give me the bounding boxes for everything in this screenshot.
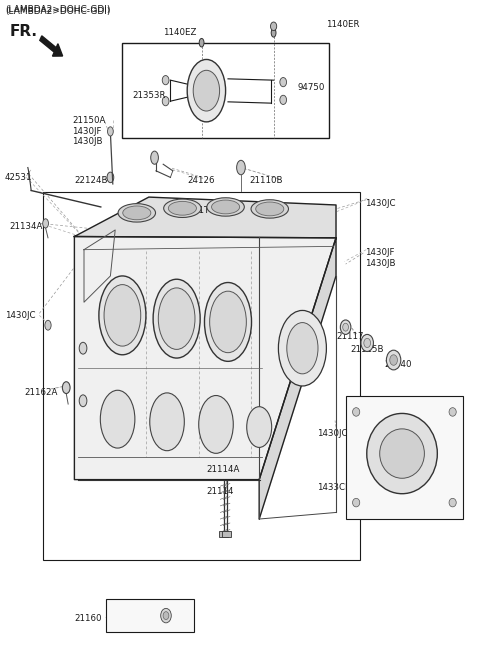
Ellipse shape <box>187 60 226 122</box>
Polygon shape <box>74 197 336 238</box>
Text: 21117: 21117 <box>336 332 363 341</box>
Ellipse shape <box>367 413 437 493</box>
FancyArrow shape <box>40 36 62 56</box>
Text: 21115B: 21115B <box>350 345 384 354</box>
Bar <box>43 192 360 560</box>
Ellipse shape <box>123 206 151 219</box>
Ellipse shape <box>256 202 284 215</box>
Ellipse shape <box>158 288 195 350</box>
Ellipse shape <box>168 201 196 215</box>
Text: 1140EZ: 1140EZ <box>163 28 197 37</box>
Text: 1430JF: 1430JF <box>72 127 101 136</box>
Ellipse shape <box>390 355 397 365</box>
Text: 1430JC: 1430JC <box>365 199 396 208</box>
Text: 94750: 94750 <box>298 83 325 92</box>
Ellipse shape <box>193 70 219 111</box>
Text: 21160: 21160 <box>74 614 102 623</box>
Polygon shape <box>259 238 336 519</box>
Ellipse shape <box>45 320 51 330</box>
Ellipse shape <box>251 200 288 218</box>
Text: 42531: 42531 <box>5 173 32 182</box>
Text: 21443: 21443 <box>418 413 445 422</box>
Ellipse shape <box>153 279 200 358</box>
Ellipse shape <box>161 608 171 623</box>
Ellipse shape <box>352 407 360 417</box>
Ellipse shape <box>212 200 240 214</box>
Ellipse shape <box>108 127 113 136</box>
Ellipse shape <box>207 198 244 216</box>
Ellipse shape <box>204 283 252 361</box>
Polygon shape <box>74 237 336 480</box>
Ellipse shape <box>343 323 348 331</box>
Text: 1433CE: 1433CE <box>317 483 350 492</box>
Text: 21134A: 21134A <box>10 222 43 231</box>
Ellipse shape <box>150 393 184 451</box>
Text: 1430JC: 1430JC <box>317 429 348 438</box>
Text: 21114: 21114 <box>206 487 234 496</box>
Text: (LAMBDA2>DOHC-GDI): (LAMBDA2>DOHC-GDI) <box>5 7 110 16</box>
Ellipse shape <box>99 276 146 355</box>
Text: 21150A: 21150A <box>72 116 106 125</box>
Ellipse shape <box>280 78 287 87</box>
Text: 22124B: 22124B <box>74 175 108 185</box>
Ellipse shape <box>340 320 351 334</box>
Bar <box>106 599 194 632</box>
Ellipse shape <box>210 291 246 353</box>
Text: 24126: 24126 <box>187 175 215 185</box>
Ellipse shape <box>104 284 141 346</box>
Ellipse shape <box>163 612 169 620</box>
Ellipse shape <box>380 429 424 478</box>
Text: 21140: 21140 <box>149 614 176 623</box>
Text: 1571TC: 1571TC <box>182 206 215 215</box>
Text: FR.: FR. <box>10 24 37 39</box>
Ellipse shape <box>162 97 169 106</box>
Ellipse shape <box>364 338 371 348</box>
Text: 21162A: 21162A <box>24 388 58 397</box>
Ellipse shape <box>151 151 158 164</box>
Ellipse shape <box>449 407 456 417</box>
Text: 21353R: 21353R <box>132 91 166 100</box>
Ellipse shape <box>270 22 276 30</box>
Text: 1140ER: 1140ER <box>326 20 360 30</box>
Bar <box>346 396 463 519</box>
Ellipse shape <box>352 499 360 507</box>
Ellipse shape <box>118 204 156 222</box>
Ellipse shape <box>271 29 276 37</box>
Ellipse shape <box>287 323 318 374</box>
Ellipse shape <box>280 95 287 104</box>
Ellipse shape <box>162 76 169 85</box>
Ellipse shape <box>79 395 87 407</box>
Text: 21440: 21440 <box>384 360 411 369</box>
Ellipse shape <box>43 219 48 228</box>
Ellipse shape <box>107 172 114 183</box>
Ellipse shape <box>449 499 456 507</box>
Ellipse shape <box>361 334 373 351</box>
Bar <box>219 531 228 537</box>
Text: 1430JF: 1430JF <box>365 248 394 258</box>
Ellipse shape <box>199 396 233 453</box>
Text: 21114A: 21114A <box>206 465 240 474</box>
Text: 1430JB: 1430JB <box>72 137 103 147</box>
Ellipse shape <box>164 199 201 217</box>
Text: 21110B: 21110B <box>250 175 283 185</box>
Ellipse shape <box>247 407 272 447</box>
Text: 1430JB: 1430JB <box>365 259 396 268</box>
Text: 1014CL: 1014CL <box>362 493 395 503</box>
Ellipse shape <box>237 160 245 175</box>
Ellipse shape <box>199 38 204 47</box>
Text: (LAMBDA2>DOHC-GDI): (LAMBDA2>DOHC-GDI) <box>5 5 110 14</box>
Ellipse shape <box>62 382 70 394</box>
Text: 1430JC: 1430JC <box>5 311 36 320</box>
Ellipse shape <box>100 390 135 448</box>
Bar <box>222 531 231 537</box>
Ellipse shape <box>386 350 401 370</box>
Ellipse shape <box>278 311 326 386</box>
Ellipse shape <box>79 342 87 354</box>
Bar <box>122 43 329 138</box>
